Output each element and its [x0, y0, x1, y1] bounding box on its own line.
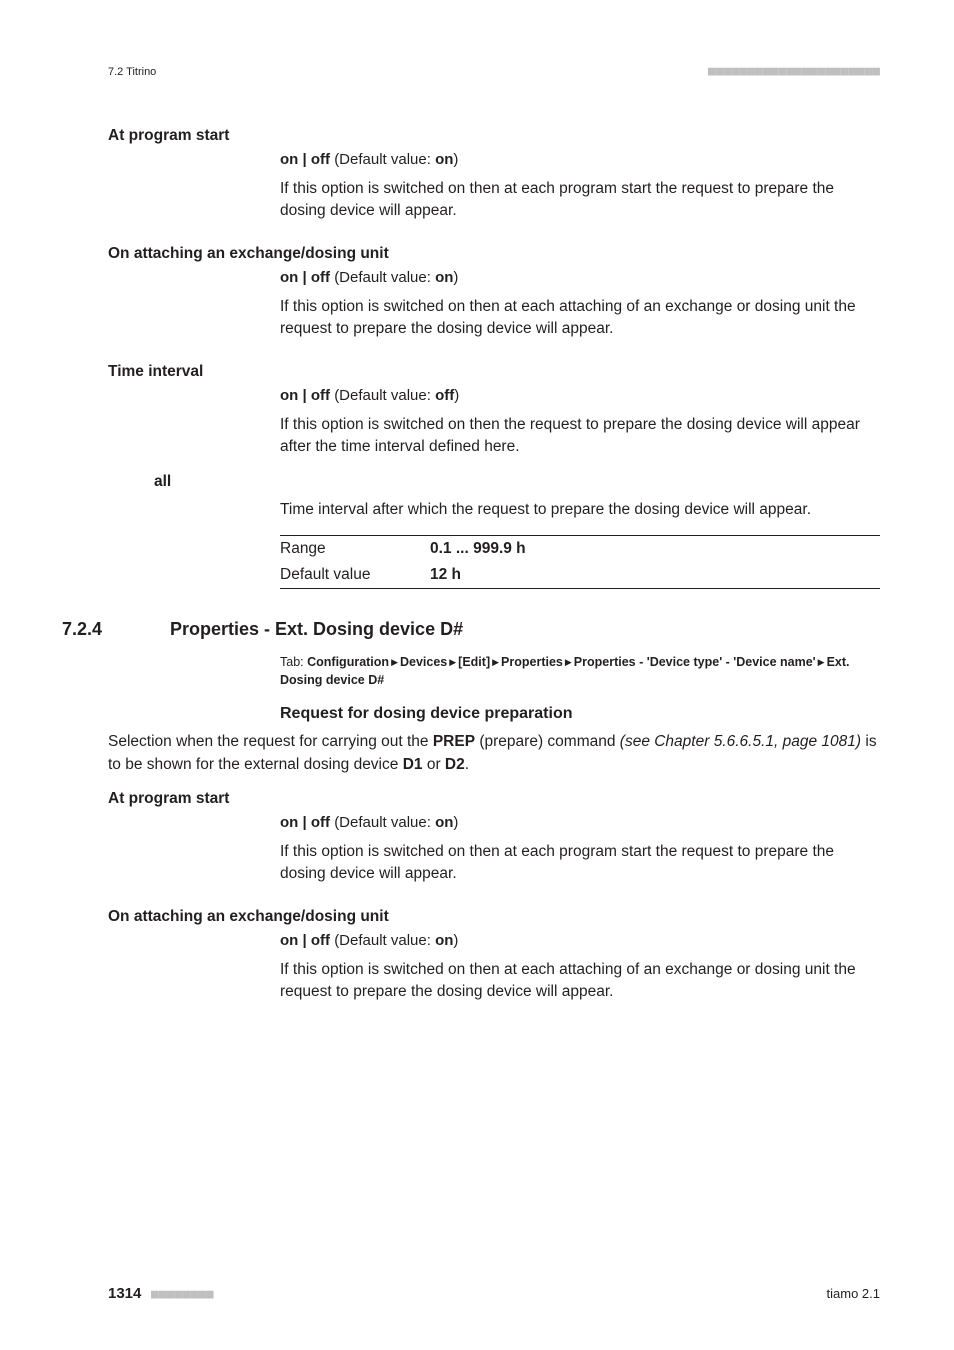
param-desc: If this option is switched on then at ea…: [280, 959, 880, 1004]
section-number: 7.2.4: [62, 619, 170, 640]
options-line: on | off (Default value: off): [280, 387, 880, 404]
tab-path: Tab: Configuration▶Devices▶[Edit]▶Proper…: [280, 653, 880, 689]
param-on-attaching-1: On attaching an exchange/dosing unit on …: [108, 245, 880, 341]
intro-text: (prepare) command: [475, 733, 620, 750]
device-d1: D1: [403, 756, 423, 773]
options-values: on | off: [280, 814, 330, 831]
param-desc: If this option is switched on then at ea…: [280, 841, 880, 886]
tab-label: Tab:: [280, 655, 304, 669]
default-open: (Default value:: [334, 269, 431, 286]
intro-or: or: [423, 756, 445, 773]
table-row: Default value 12 h: [280, 562, 880, 589]
running-head-dots: ■■■■■■■■■■■■■■■■■■■■■■: [708, 64, 880, 79]
sub-param-all-body: Time interval after which the request to…: [280, 499, 880, 589]
default-value: 12 h: [430, 562, 880, 589]
section-heading: 7.2.4 Properties - Ext. Dosing device D#: [62, 619, 880, 640]
default-value: on: [435, 814, 453, 831]
path-sep-icon: ▶: [490, 657, 501, 667]
default-close: ): [454, 387, 459, 404]
footer-right: tiamo 2.1: [827, 1286, 880, 1301]
param-label: Time interval: [108, 363, 880, 381]
section-intro: Selection when the request for carrying …: [108, 731, 880, 776]
range-value: 0.1 ... 999.9 h: [430, 536, 880, 563]
param-desc: If this option is switched on then at ea…: [280, 296, 880, 341]
path-seg: Configuration: [307, 655, 389, 669]
section-title: Properties - Ext. Dosing device D#: [170, 619, 463, 640]
sub-param-all-label: all: [154, 473, 880, 491]
section-subhead: Request for dosing device preparation: [280, 705, 880, 723]
param-body: on | off (Default value: on) If this opt…: [280, 932, 880, 1004]
path-sep-icon: ▶: [447, 657, 458, 667]
param-body: on | off (Default value: on) If this opt…: [280, 814, 880, 886]
default-open: (Default value:: [334, 932, 431, 949]
intro-period: .: [465, 756, 469, 773]
param-body: on | off (Default value: off) If this op…: [280, 387, 880, 459]
options-values: on | off: [280, 387, 330, 404]
default-close: ): [453, 932, 458, 949]
see-chapter-ref: (see Chapter 5.6.6.5.1, page 1081): [620, 733, 861, 750]
path-sep-icon: ▶: [563, 657, 574, 667]
path-seg: Properties - 'Device type' - 'Device nam…: [574, 655, 816, 669]
param-body: on | off (Default value: on) If this opt…: [280, 269, 880, 341]
default-open: (Default value:: [334, 814, 431, 831]
range-table: Range 0.1 ... 999.9 h Default value 12 h: [280, 535, 880, 589]
param-at-program-start-1: At program start on | off (Default value…: [108, 127, 880, 223]
default-value: off: [435, 387, 454, 404]
footer-left: 1314 ■■■■■■■■: [108, 1285, 214, 1302]
device-d2: D2: [445, 756, 465, 773]
path-seg: [Edit]: [458, 655, 490, 669]
table-row: Range 0.1 ... 999.9 h: [280, 536, 880, 563]
intro-text: Selection when the request for carrying …: [108, 733, 433, 750]
running-head: 7.2 Titrino ■■■■■■■■■■■■■■■■■■■■■■: [108, 64, 880, 79]
prep-keyword: PREP: [433, 733, 475, 750]
default-label: Default value: [280, 562, 430, 589]
page: 7.2 Titrino ■■■■■■■■■■■■■■■■■■■■■■ At pr…: [0, 0, 954, 1350]
param-label: On attaching an exchange/dosing unit: [108, 908, 880, 926]
param-label: At program start: [108, 790, 880, 808]
param-desc: If this option is switched on then at ea…: [280, 178, 880, 223]
default-value: on: [435, 151, 453, 168]
page-number: 1314: [108, 1285, 141, 1302]
param-label: On attaching an exchange/dosing unit: [108, 245, 880, 263]
path-seg: Devices: [400, 655, 447, 669]
options-line: on | off (Default value: on): [280, 151, 880, 168]
default-value: on: [435, 269, 453, 286]
default-close: ): [453, 814, 458, 831]
footer-dots: ■■■■■■■■: [151, 1287, 214, 1302]
default-open: (Default value:: [334, 387, 431, 404]
param-body: on | off (Default value: on) If this opt…: [280, 151, 880, 223]
options-line: on | off (Default value: on): [280, 932, 880, 949]
options-values: on | off: [280, 269, 330, 286]
options-values: on | off: [280, 151, 330, 168]
range-label: Range: [280, 536, 430, 563]
default-close: ): [453, 151, 458, 168]
param-desc: If this option is switched on then the r…: [280, 414, 880, 459]
options-line: on | off (Default value: on): [280, 814, 880, 831]
options-line: on | off (Default value: on): [280, 269, 880, 286]
default-value: on: [435, 932, 453, 949]
param-on-attaching-2: On attaching an exchange/dosing unit on …: [108, 908, 880, 1004]
default-close: ): [453, 269, 458, 286]
options-values: on | off: [280, 932, 330, 949]
param-time-interval: Time interval on | off (Default value: o…: [108, 363, 880, 589]
path-sep-icon: ▶: [389, 657, 400, 667]
default-open: (Default value:: [334, 151, 431, 168]
path-sep-icon: ▶: [816, 657, 827, 667]
page-footer: 1314 ■■■■■■■■ tiamo 2.1: [108, 1285, 880, 1302]
param-label: At program start: [108, 127, 880, 145]
path-seg: Properties: [501, 655, 563, 669]
param-at-program-start-2: At program start on | off (Default value…: [108, 790, 880, 886]
running-head-left: 7.2 Titrino: [108, 66, 156, 78]
sub-param-desc: Time interval after which the request to…: [280, 499, 880, 521]
